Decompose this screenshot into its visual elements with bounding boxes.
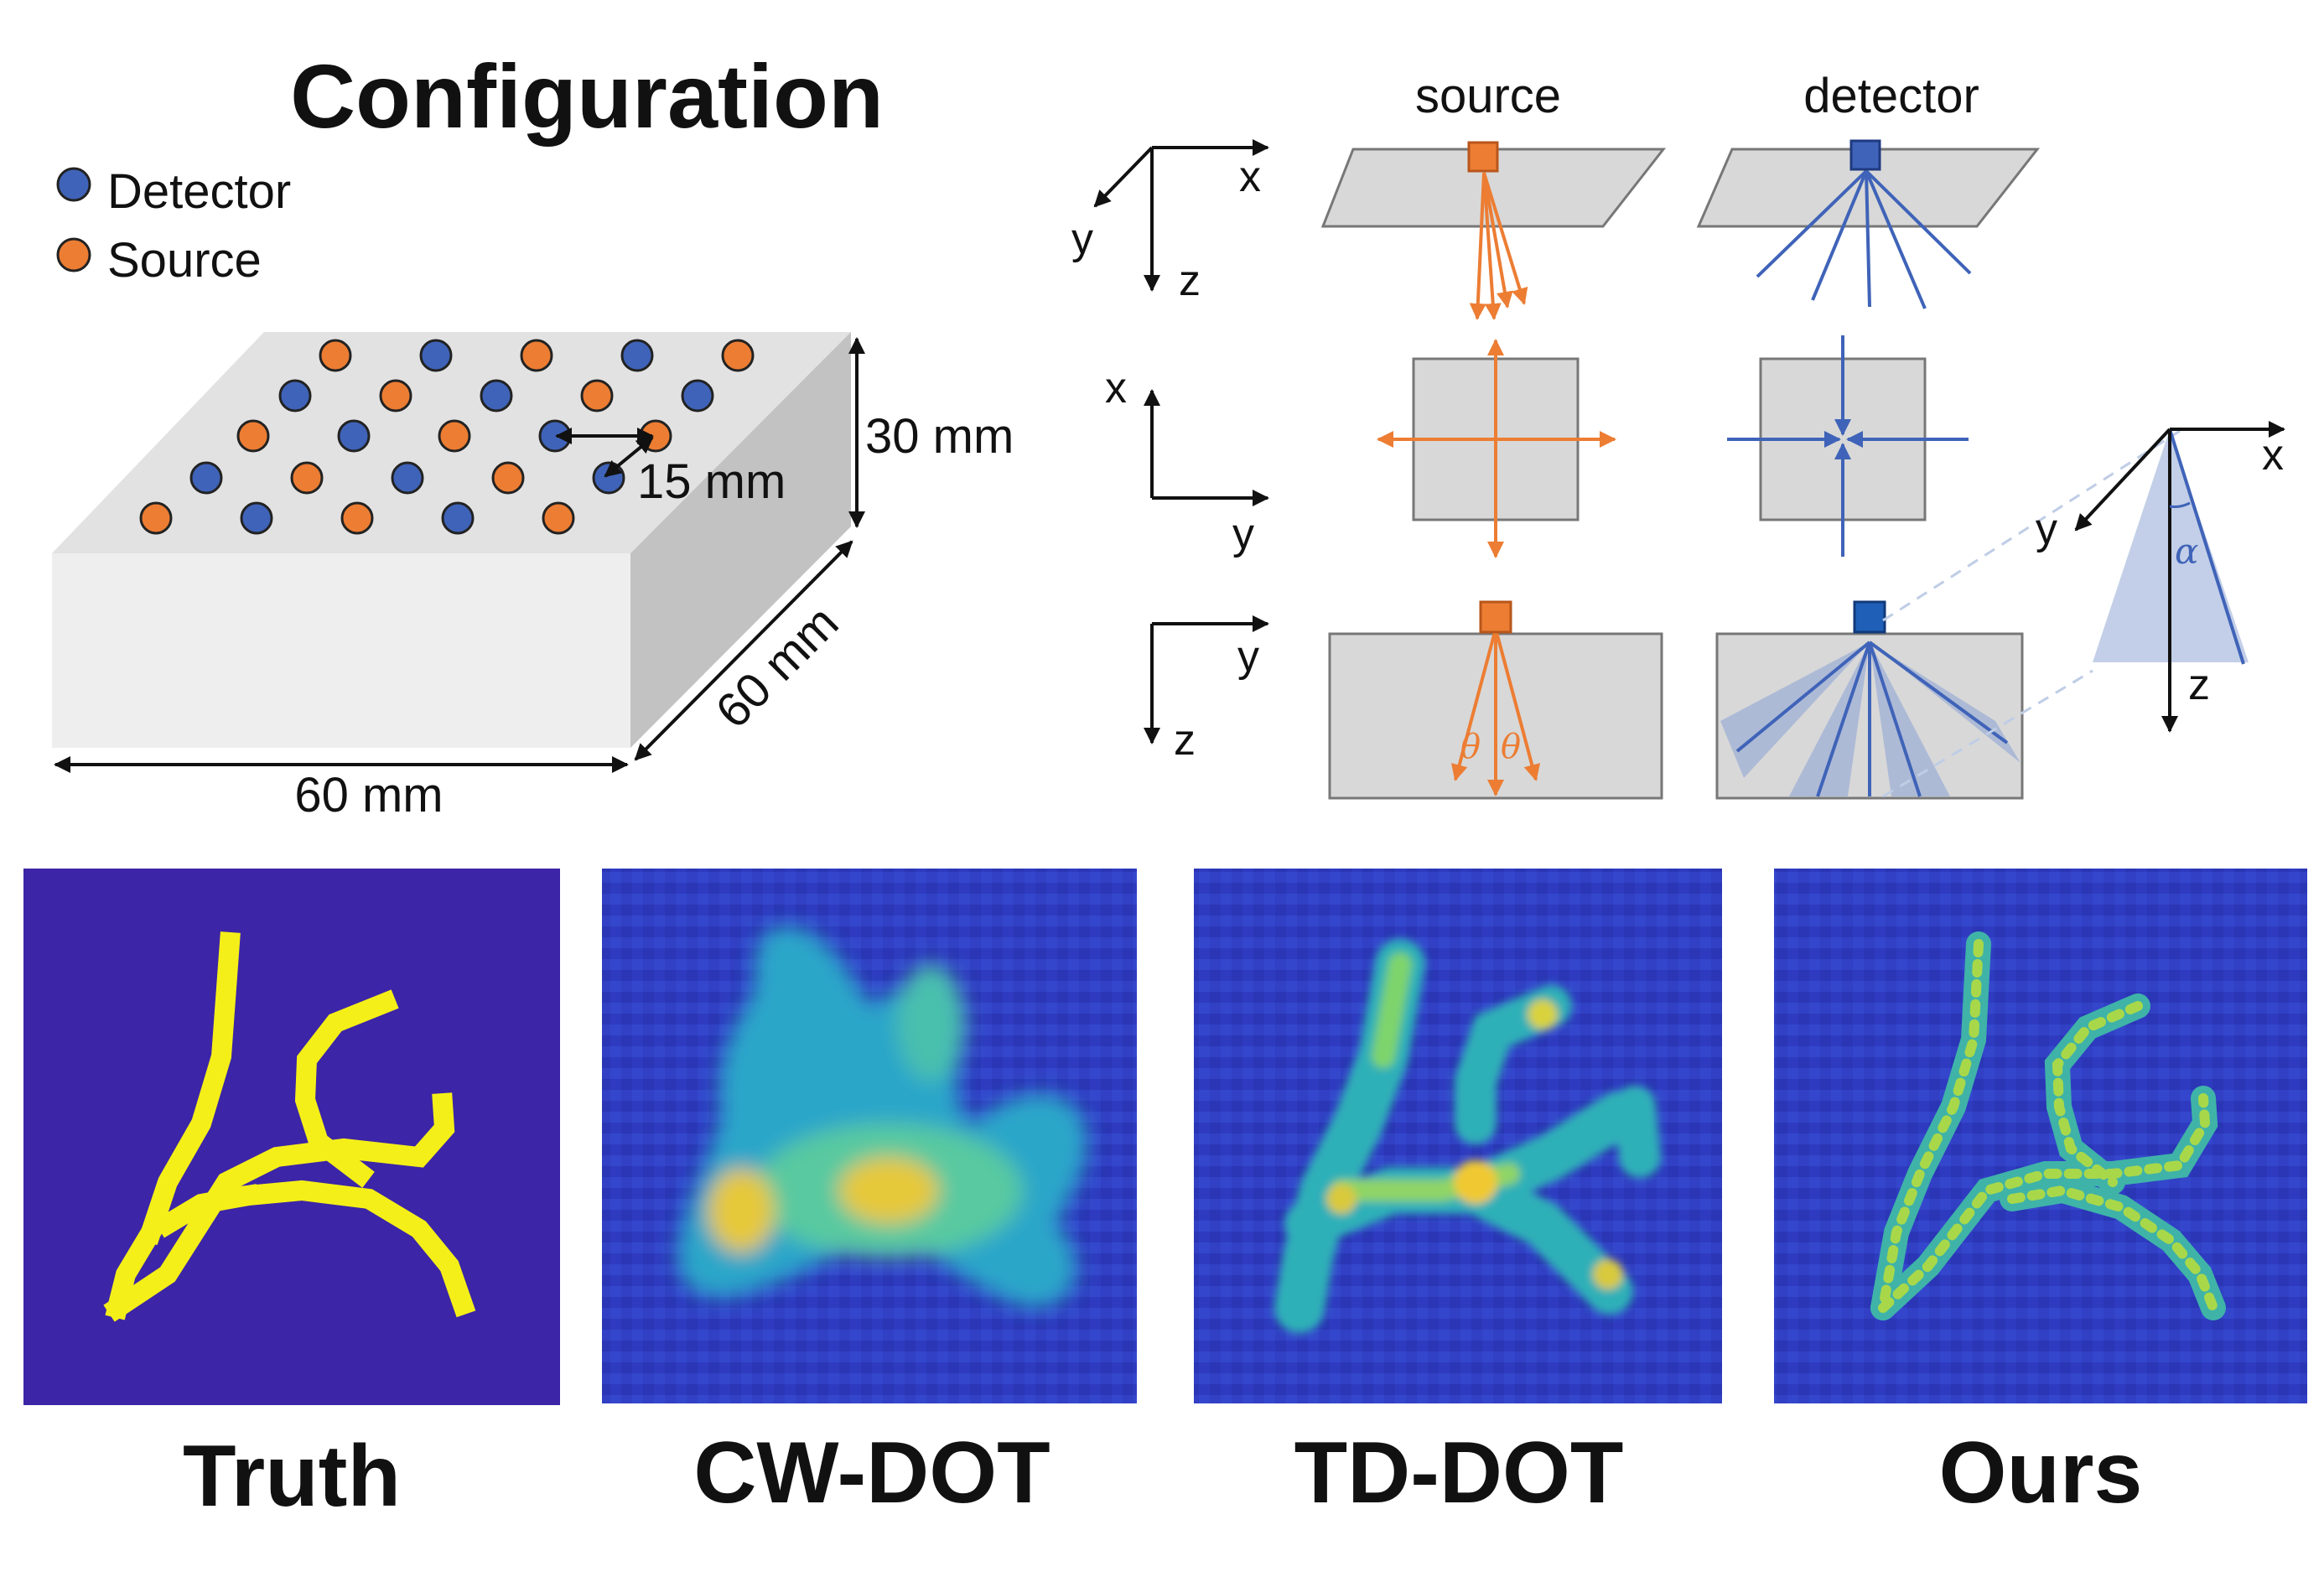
source-rays-3d: [1469, 172, 1528, 320]
axis-x-label-2: x: [1105, 364, 1127, 412]
ours-image: [1774, 869, 2307, 1403]
detector-dot: [419, 339, 453, 372]
source-dot: [491, 461, 525, 495]
cw-dot-blob: [677, 926, 1087, 1308]
axes-3d: [1093, 139, 1269, 292]
td-dot-vessels: [1274, 939, 1661, 1333]
caption-td-dot: TD-DOT: [1294, 1424, 1624, 1522]
detector-acceptance-cones: [1720, 642, 2021, 796]
axis-x-label-4: x: [2262, 431, 2284, 480]
source-dot: [236, 419, 270, 453]
panel-cw-dot: [602, 869, 1137, 1403]
source-yz-rays: [1450, 628, 1541, 796]
detector-yz-rays: [1735, 641, 2009, 797]
detector-dot: [391, 461, 424, 495]
axis-y-label-3: y: [1237, 632, 1259, 681]
source-dot: [542, 501, 575, 535]
spacing-arrow-diagonal: [604, 436, 654, 478]
config-title: Configuration: [290, 45, 884, 147]
legend-detector-label: Detector: [107, 164, 291, 219]
axis-y-label-4: y: [2036, 505, 2057, 553]
axis-z-label-4: z: [2188, 661, 2210, 709]
spacing-label: 15 mm: [637, 454, 786, 509]
cone-detail: [2074, 421, 2285, 733]
detector-dot: [189, 461, 223, 495]
source-dot: [319, 339, 352, 372]
legend-source-marker: [56, 237, 91, 272]
detector-dot: [278, 379, 312, 412]
detector-dot: [240, 501, 273, 535]
source-dot: [580, 379, 614, 412]
detector-dot: [480, 379, 513, 412]
width-label: 60 mm: [294, 768, 443, 822]
caption-ours: Ours: [1939, 1424, 2143, 1522]
source-xy-arrows: [1377, 339, 1616, 558]
legend-detector-marker: [56, 167, 91, 202]
source-dot: [438, 419, 471, 453]
detector-square: [1853, 600, 1886, 634]
depth-arrow: [634, 540, 853, 761]
caption-cw-dot: CW-DOT: [693, 1424, 1050, 1522]
axis-y-label: y: [1071, 215, 1093, 263]
source-dot: [139, 501, 173, 535]
detector-cube: [1849, 139, 1881, 171]
source-dot: [721, 339, 755, 372]
height-label: 30 mm: [865, 409, 1014, 464]
detector-dot: [620, 339, 654, 372]
caption-truth: Truth: [183, 1428, 401, 1525]
source-cube: [1467, 141, 1499, 173]
projection-line-bottom: [1882, 669, 2093, 798]
box-front-face: [52, 553, 630, 748]
axis-x-label: x: [1239, 153, 1261, 201]
axes-yz: [1144, 615, 1269, 744]
axes-xy: [1144, 389, 1269, 506]
theta-left-label: θ: [1460, 728, 1481, 766]
cone-axis-tilted: [2168, 428, 2245, 665]
detector-dot: [441, 501, 475, 535]
detector-dot: [337, 419, 371, 453]
source-square: [1479, 600, 1512, 634]
theta-right-label: θ: [1501, 728, 1521, 766]
truth-image: [23, 869, 560, 1405]
source-dot: [290, 461, 324, 495]
detector-xy-arrows: [1727, 335, 1969, 557]
alpha-label: α: [2175, 531, 2198, 572]
projection-line-top: [1882, 429, 2181, 622]
source-dot: [379, 379, 412, 412]
panel-truth: [23, 869, 560, 1405]
panel-ours: [1774, 869, 2307, 1403]
truth-vessels: [103, 931, 476, 1322]
detector-column-label: detector: [1803, 69, 1979, 123]
detector-rays-3d: [1756, 169, 1972, 309]
detector-dot: [592, 461, 625, 495]
source-dot: [340, 501, 374, 535]
panel-td-dot: [1194, 869, 1722, 1403]
source-dot: [520, 339, 553, 372]
source-column-label: source: [1415, 69, 1561, 123]
axis-y-label-2: y: [1232, 510, 1254, 558]
source-plane: [1320, 148, 1667, 228]
detector-dot: [681, 379, 714, 412]
ours-vessels: [1870, 931, 2226, 1320]
axis-z-label-3: z: [1174, 716, 1196, 765]
legend-source-label: Source: [107, 233, 262, 288]
axis-z-label: z: [1179, 257, 1201, 305]
